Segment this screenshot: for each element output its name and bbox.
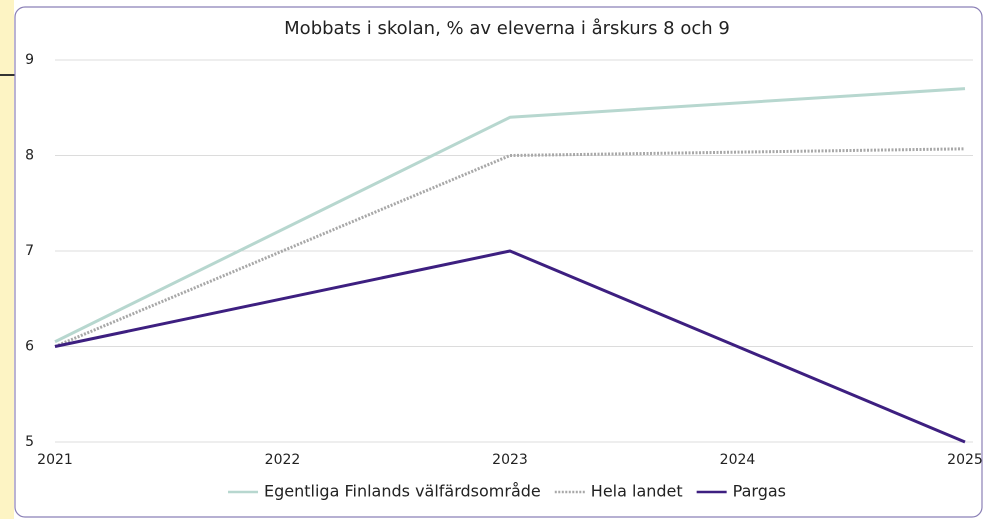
y-tick-label: 7 (25, 243, 34, 259)
y-tick-label: 9 (25, 52, 34, 68)
side-strip-line (0, 74, 16, 76)
x-tick-label: 2023 (492, 452, 528, 468)
x-tick-label: 2022 (265, 452, 301, 468)
y-tick-label: 6 (25, 339, 34, 355)
x-tick-label: 2024 (720, 452, 756, 468)
chart-title: Mobbats i skolan, % av eleverna i årskur… (284, 18, 730, 39)
x-tick-label: 2021 (37, 452, 73, 468)
series-line (54, 249, 966, 444)
chart-frame (14, 6, 983, 518)
x-tick-label: 2025 (947, 452, 983, 468)
legend-label: Egentliga Finlands välfärdsområde (264, 482, 541, 501)
side-strip (0, 0, 14, 519)
y-tick-label: 8 (25, 148, 34, 164)
series-line (54, 87, 966, 344)
legend-label: Pargas (733, 482, 786, 501)
y-tick-label: 5 (25, 434, 34, 450)
legend-label: Hela landet (591, 482, 683, 501)
